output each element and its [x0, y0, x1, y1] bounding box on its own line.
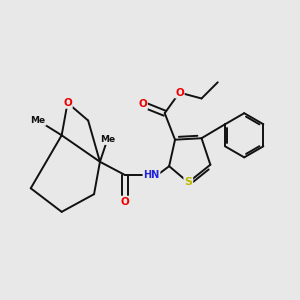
Text: HN: HN	[143, 170, 160, 180]
Text: Me: Me	[31, 116, 46, 125]
Text: Me: Me	[100, 135, 115, 144]
Text: S: S	[184, 177, 192, 188]
Text: O: O	[138, 99, 147, 110]
Text: O: O	[175, 88, 184, 98]
Text: O: O	[63, 98, 72, 108]
Text: O: O	[121, 196, 129, 206]
